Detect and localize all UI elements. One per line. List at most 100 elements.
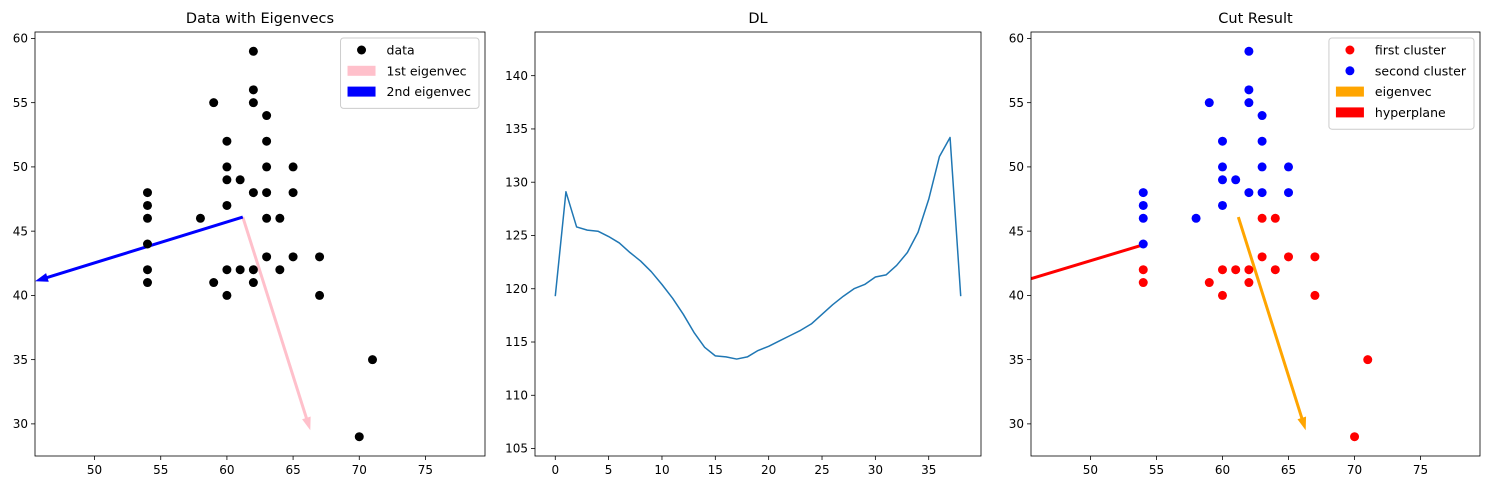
data-point: [248, 278, 258, 288]
y-tick-label: 140: [505, 69, 528, 83]
x-tick-label: 50: [87, 463, 102, 477]
y-tick-label: 55: [1009, 96, 1024, 110]
y-tick-label: 45: [13, 224, 28, 238]
data-point: [1217, 290, 1227, 300]
legend: data 1st eigenvec 2nd eigenvec: [340, 37, 480, 109]
data-point: [1138, 213, 1148, 223]
data-point: [368, 355, 377, 365]
data-point: [248, 265, 258, 275]
data-point: [1257, 188, 1267, 198]
legend-label: 1st eigenvec: [387, 63, 467, 78]
data-point: [248, 98, 258, 108]
2nd-eigenvec-arrow: [35, 215, 244, 282]
legend-marker: [357, 45, 367, 55]
legend-label: data: [387, 43, 415, 58]
data-point: [143, 188, 152, 198]
x-tick-label: 10: [654, 463, 669, 477]
data-point: [222, 136, 232, 146]
y-tick-label: 60: [13, 32, 28, 46]
x-tick-label: 25: [814, 463, 829, 477]
y-tick-label: 115: [505, 335, 528, 349]
x-tick-label: 70: [352, 463, 367, 477]
x-tick-label: 5: [605, 463, 613, 477]
axes-frame: [1030, 31, 1481, 457]
data-point: [275, 265, 285, 275]
y-tick-label: 30: [13, 417, 28, 431]
data-point: [1257, 213, 1267, 223]
data-point: [354, 432, 364, 442]
legend: first cluster second cluster eigenvec hyper…: [1328, 37, 1475, 130]
data-point: [288, 188, 298, 198]
data-point: [248, 85, 258, 95]
data-point: [1257, 136, 1267, 146]
x-tick-label: 35: [921, 463, 936, 477]
plot-area: [554, 136, 962, 360]
data-point: [262, 136, 272, 146]
y-tick-label: 130: [505, 175, 528, 189]
legend-label: first cluster: [1375, 43, 1447, 58]
data-point: [143, 278, 152, 288]
chart-title: Cut Result: [1218, 11, 1293, 27]
data-point: [1244, 278, 1254, 288]
y-tick-label: 105: [505, 442, 528, 456]
x-tick-label: 0: [551, 463, 559, 477]
y-tick-label: 125: [505, 229, 528, 243]
chart-3: Cut Result 50 55 60 65 70 75 30 35 40 45 50 55 60 firs…: [1009, 11, 1481, 477]
data-point: [1244, 85, 1254, 95]
chart-title: Data with Eigenvecs: [186, 11, 334, 27]
data-point: [315, 290, 325, 300]
data-point: [222, 265, 232, 275]
x-tick-label: 75: [418, 463, 433, 477]
y-tick-label: 110: [505, 388, 528, 402]
data-point: [1231, 265, 1241, 275]
data-point: [1244, 46, 1254, 56]
data-point: [248, 46, 258, 56]
legend-marker: [1345, 66, 1355, 76]
data-point: [1257, 111, 1267, 121]
data-point: [315, 252, 325, 262]
data-point: [1244, 188, 1254, 198]
legend-label: second cluster: [1375, 63, 1467, 78]
data-point: [1257, 162, 1267, 172]
data-point: [195, 213, 205, 223]
hyperplane-arrow: [1031, 242, 1147, 281]
data-point: [1310, 290, 1320, 300]
data-point: [1217, 200, 1227, 210]
data-point: [1350, 432, 1360, 442]
legend-swatch: [1335, 107, 1364, 118]
legend-label: 2nd eigenvec: [387, 84, 472, 99]
data-point: [1217, 162, 1227, 172]
data-point: [143, 200, 152, 210]
data-point: [222, 175, 232, 185]
data-point: [209, 278, 219, 288]
data-point: [143, 213, 152, 223]
axes-frame: [34, 31, 486, 457]
data-point: [143, 239, 152, 249]
y-tick-label: 35: [13, 353, 28, 367]
data-point: [222, 290, 232, 300]
eigenvec-arrow: [1236, 216, 1307, 431]
data-point: [288, 162, 298, 172]
data-point: [1244, 98, 1254, 108]
legend-label: hyperplane: [1375, 105, 1446, 120]
legend-frame: [1328, 37, 1475, 130]
x-tick-label: 60: [219, 463, 234, 477]
data-point: [1310, 252, 1320, 262]
data-point: [262, 213, 272, 223]
data-point: [1204, 278, 1214, 288]
data-point: [1217, 136, 1227, 146]
data-point: [1284, 252, 1294, 262]
y-tick-label: 40: [1009, 289, 1024, 303]
series-line: [554, 136, 962, 360]
x-tick-label: 50: [1083, 463, 1098, 477]
y-tick-label: 120: [505, 282, 528, 296]
y-tick-label: 60: [1009, 32, 1024, 46]
data-point: [222, 200, 232, 210]
x-tick-label: 65: [285, 463, 300, 477]
data-point: [143, 265, 152, 275]
x-tick-label: 75: [1413, 463, 1428, 477]
y-tick-label: 135: [505, 122, 528, 136]
axes-frame: [534, 31, 982, 457]
data-point: [248, 188, 258, 198]
x-tick-label: 55: [1149, 463, 1164, 477]
